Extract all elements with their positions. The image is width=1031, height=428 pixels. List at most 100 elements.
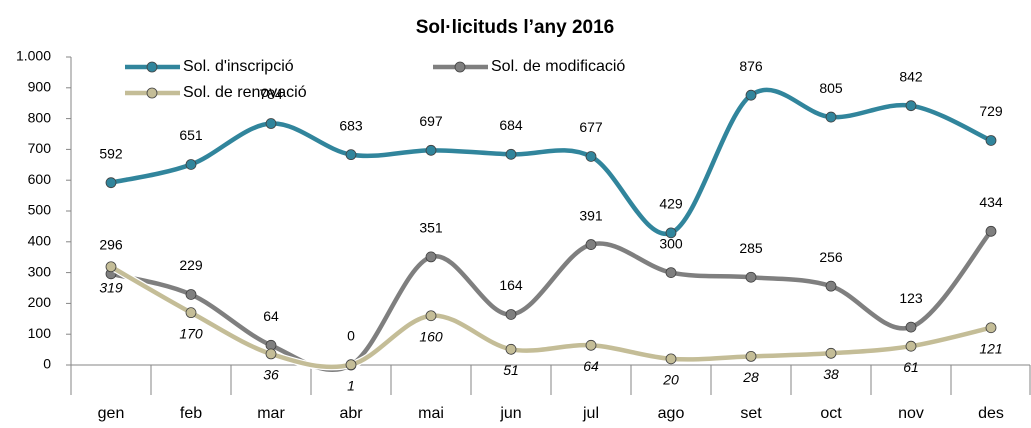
series-marker bbox=[345, 359, 357, 371]
data-label: 0 bbox=[347, 328, 355, 344]
x-tick-label: abr bbox=[339, 405, 363, 422]
series-marker bbox=[505, 343, 517, 355]
series-marker bbox=[825, 111, 837, 123]
y-tick-label: 800 bbox=[28, 109, 52, 125]
data-label: 296 bbox=[99, 237, 123, 253]
data-label: 123 bbox=[899, 290, 923, 306]
data-label: 229 bbox=[179, 257, 203, 273]
x-tick-label: set bbox=[740, 405, 762, 422]
series-marker bbox=[505, 309, 517, 320]
legend-marker bbox=[146, 87, 158, 99]
series-marker bbox=[265, 118, 277, 129]
series-marker bbox=[665, 267, 677, 279]
series-marker bbox=[745, 271, 757, 283]
x-tick-label: ago bbox=[658, 405, 685, 422]
x-tick-label: mar bbox=[257, 405, 285, 422]
data-label: 697 bbox=[419, 113, 443, 129]
data-label: 28 bbox=[742, 369, 759, 385]
series-marker bbox=[745, 89, 757, 101]
series-marker bbox=[185, 159, 197, 170]
data-label: 651 bbox=[179, 127, 203, 143]
x-tick-label: des bbox=[978, 405, 1004, 422]
data-label: 683 bbox=[339, 117, 363, 133]
data-label: 170 bbox=[179, 325, 203, 341]
data-label: 391 bbox=[579, 207, 603, 223]
data-label: 351 bbox=[419, 220, 443, 236]
series-marker bbox=[985, 135, 997, 146]
data-label: 160 bbox=[419, 328, 443, 344]
series-marker bbox=[985, 322, 997, 334]
legend-label: Sol. de modificació bbox=[491, 58, 625, 75]
series-marker bbox=[265, 348, 277, 360]
data-label: 38 bbox=[823, 366, 839, 382]
legend-marker bbox=[454, 61, 466, 73]
data-label: 729 bbox=[979, 103, 1003, 119]
y-tick-label: 600 bbox=[28, 171, 52, 187]
data-label: 64 bbox=[583, 358, 599, 374]
series-marker bbox=[825, 280, 837, 292]
data-label: 1 bbox=[347, 377, 355, 393]
x-tick-label: gen bbox=[98, 405, 125, 422]
data-label: 121 bbox=[979, 340, 1002, 356]
y-tick-label: 0 bbox=[43, 356, 51, 372]
data-label: 256 bbox=[819, 249, 843, 265]
series-marker bbox=[425, 251, 437, 263]
y-tick-label: 400 bbox=[28, 233, 52, 249]
data-label: 285 bbox=[739, 240, 763, 256]
data-label: 61 bbox=[903, 359, 919, 375]
chart-title: Sol·licituds l’any 2016 bbox=[416, 17, 615, 38]
series-line bbox=[110, 87, 992, 236]
data-label: 592 bbox=[99, 145, 123, 161]
series-marker bbox=[825, 347, 837, 359]
data-label: 677 bbox=[579, 119, 603, 135]
data-label: 36 bbox=[263, 367, 279, 383]
x-tick-label: nov bbox=[898, 405, 924, 422]
x-tick-label: jul bbox=[582, 405, 599, 422]
x-tick-label: mai bbox=[418, 405, 444, 422]
data-label: 319 bbox=[99, 279, 123, 295]
legend-label: Sol. d'inscripció bbox=[183, 58, 294, 75]
x-tick-label: jun bbox=[499, 405, 521, 422]
series-marker bbox=[585, 151, 597, 162]
x-tick-label: feb bbox=[180, 405, 202, 422]
series-marker bbox=[905, 100, 917, 112]
series-marker bbox=[985, 225, 997, 237]
series-marker bbox=[905, 321, 917, 333]
data-label: 51 bbox=[503, 362, 519, 378]
data-label: 429 bbox=[659, 196, 683, 212]
series-marker bbox=[425, 310, 437, 322]
y-tick-label: 100 bbox=[28, 325, 52, 341]
legend-label: Sol. de renovació bbox=[183, 84, 307, 101]
series-marker bbox=[505, 148, 517, 160]
data-label: 784 bbox=[259, 86, 283, 102]
series-marker bbox=[105, 177, 117, 189]
series-marker bbox=[185, 307, 197, 319]
data-label: 20 bbox=[662, 372, 679, 388]
series-marker bbox=[665, 353, 677, 365]
y-tick-label: 200 bbox=[28, 294, 52, 310]
data-label: 300 bbox=[659, 235, 683, 251]
y-tick-label: 300 bbox=[28, 263, 52, 279]
y-tick-label: 1.000 bbox=[16, 48, 51, 64]
data-label: 842 bbox=[899, 68, 923, 84]
x-tick-label: oct bbox=[820, 405, 842, 422]
series-marker bbox=[345, 149, 357, 161]
series-marker bbox=[665, 227, 677, 239]
series-marker bbox=[905, 340, 917, 352]
data-label: 684 bbox=[499, 117, 523, 133]
legend-marker bbox=[146, 61, 158, 73]
data-label: 434 bbox=[979, 194, 1003, 210]
data-label: 805 bbox=[819, 80, 843, 96]
y-tick-label: 500 bbox=[28, 202, 52, 218]
data-label: 164 bbox=[499, 277, 523, 293]
series-marker bbox=[105, 261, 117, 273]
series-marker bbox=[185, 289, 197, 300]
y-tick-label: 900 bbox=[28, 79, 52, 95]
series-marker bbox=[425, 144, 437, 156]
series-marker bbox=[585, 339, 597, 351]
y-tick-label: 700 bbox=[28, 140, 52, 156]
data-label: 876 bbox=[739, 58, 763, 74]
series-marker bbox=[585, 239, 597, 250]
data-label: 64 bbox=[263, 308, 279, 324]
